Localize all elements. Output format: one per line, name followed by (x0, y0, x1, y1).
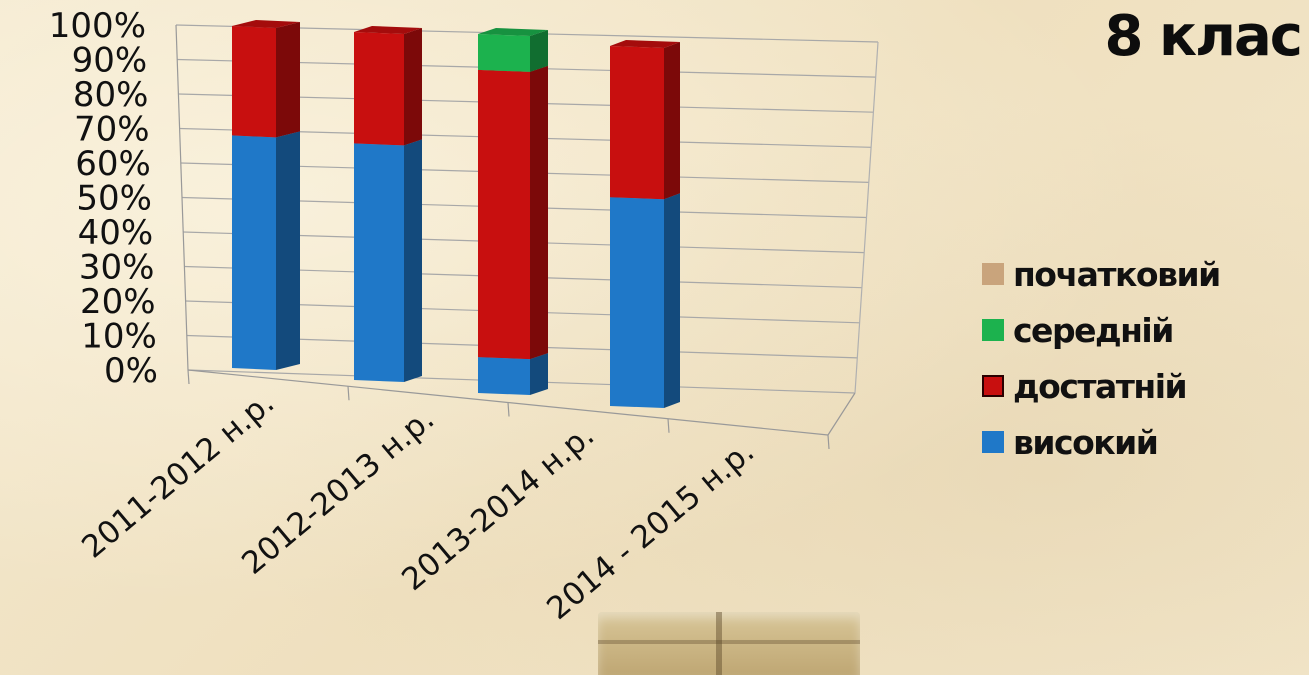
x-tick-mark (187, 369, 190, 385)
bar-segment (610, 46, 664, 200)
y-tick-label: 80% (73, 75, 149, 115)
bar-top (478, 28, 548, 36)
bar-segment (478, 357, 530, 395)
bar-segment (232, 135, 276, 370)
y-tick-label: 60% (75, 144, 151, 184)
bar-side (404, 139, 422, 382)
bar-side (664, 193, 680, 408)
bar-side (276, 131, 300, 370)
y-tick-label: 0% (104, 351, 158, 391)
y-tick-label: 10% (81, 317, 157, 357)
legend-label: середній (1013, 310, 1174, 350)
x-category-label: 2011-2012 н.р. (75, 385, 281, 566)
chart-title: 8 клас (1104, 4, 1303, 69)
bar-segment (478, 34, 530, 72)
legend-item: достатній (982, 358, 1220, 414)
legend-item: високий (982, 414, 1220, 470)
bar-side (530, 65, 548, 360)
y-tick-label: 20% (80, 282, 156, 322)
back-wall-right-edge (854, 41, 879, 394)
legend-swatch (982, 375, 1004, 397)
x-tick-mark (507, 402, 510, 417)
bar-segment (232, 26, 276, 138)
bar-side (404, 28, 422, 146)
bar-side (530, 353, 548, 395)
y-tick-label: 40% (78, 213, 154, 253)
x-tick-mark (347, 386, 350, 401)
bar-side (530, 30, 548, 72)
legend-label: високий (1013, 422, 1159, 462)
chart-legend: початковий середній достатній високий (982, 246, 1221, 470)
y-tick-label: 30% (79, 248, 155, 288)
y-tick-label: 90% (72, 41, 148, 81)
legend-swatch (982, 319, 1004, 341)
bar-segment (354, 32, 404, 146)
legend-swatch (982, 263, 1004, 285)
left-wall-edge (175, 24, 189, 371)
x-category-label: 2012-2013 н.р. (235, 401, 441, 582)
x-category-label: 2013-2014 н.р. (395, 417, 601, 598)
y-tick-label: 70% (74, 110, 150, 150)
bar-side (664, 42, 680, 200)
y-tick-label: 100% (49, 6, 146, 46)
legend-swatch (982, 431, 1004, 453)
legend-item: початковий (982, 246, 1221, 302)
bar-top (610, 40, 680, 48)
bar-segment (354, 143, 404, 382)
bar-side (276, 22, 300, 138)
legend-label: достатній (1013, 366, 1188, 406)
decorative-book-image (598, 612, 860, 675)
legend-item: середній (982, 302, 1220, 358)
x-tick-mark (827, 434, 830, 450)
x-tick-mark (667, 418, 670, 433)
bar-segment (478, 69, 530, 360)
bar-top (354, 26, 422, 34)
legend-label: початковий (1013, 254, 1221, 294)
bar-top (232, 20, 300, 28)
y-tick-label: 50% (76, 179, 152, 219)
bar-segment (610, 197, 664, 408)
floor-right-edge (827, 392, 856, 436)
